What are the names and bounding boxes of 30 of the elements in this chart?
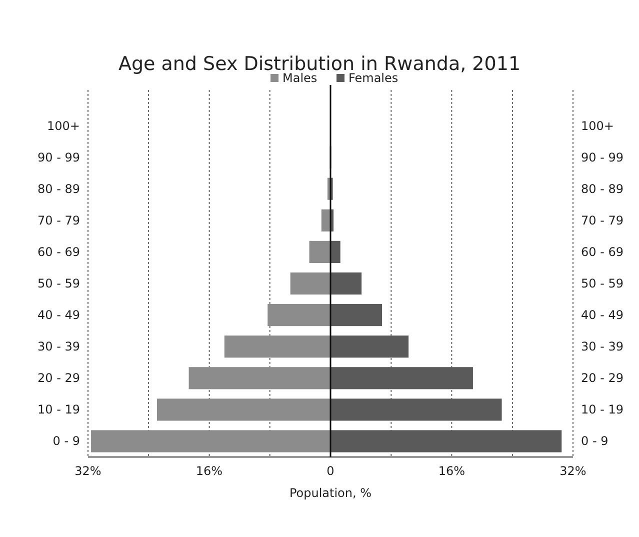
x-tick-label: 0 — [326, 464, 334, 478]
y-tick-label: 20 - 29 — [38, 371, 80, 386]
y-tick-label: 0 - 9 — [52, 434, 80, 448]
x-tick-label: 16% — [196, 464, 223, 478]
category-label: 100+ — [581, 118, 614, 133]
category-label: 90 - 99 — [581, 150, 624, 164]
x-axis-title: Population, % — [289, 486, 372, 500]
y-tick-label: 40 - 49 — [38, 308, 80, 322]
category-label: 30 - 39 — [581, 340, 624, 354]
category-label: 80 - 89 — [581, 182, 624, 196]
y-tick-label: 10 - 19 — [38, 402, 80, 417]
y-tick-label: 60 - 69 — [38, 244, 80, 259]
category-label: 0 - 9 — [581, 434, 608, 448]
y-tick-label: 90 - 99 — [38, 150, 80, 164]
category-label: 60 - 69 — [581, 244, 624, 259]
legend-label: Males — [282, 71, 318, 85]
category-label: 50 - 59 — [581, 276, 624, 290]
category-label: 10 - 19 — [581, 402, 624, 417]
x-tick-label: 16% — [438, 464, 466, 478]
legend-label: Females — [348, 71, 398, 85]
category-label: 70 - 79 — [581, 213, 624, 228]
category-label: 40 - 49 — [581, 308, 624, 322]
y-tick-label: 70 - 79 — [38, 213, 80, 228]
y-tick-label: 30 - 39 — [38, 340, 80, 354]
x-tick-label: 32% — [560, 464, 586, 478]
x-tick-label: 32% — [74, 464, 102, 478]
y-tick-label: 80 - 89 — [38, 182, 80, 196]
category-label: 20 - 29 — [581, 371, 624, 386]
y-tick-label: 100+ — [47, 118, 80, 133]
y-tick-label: 50 - 59 — [38, 276, 80, 290]
